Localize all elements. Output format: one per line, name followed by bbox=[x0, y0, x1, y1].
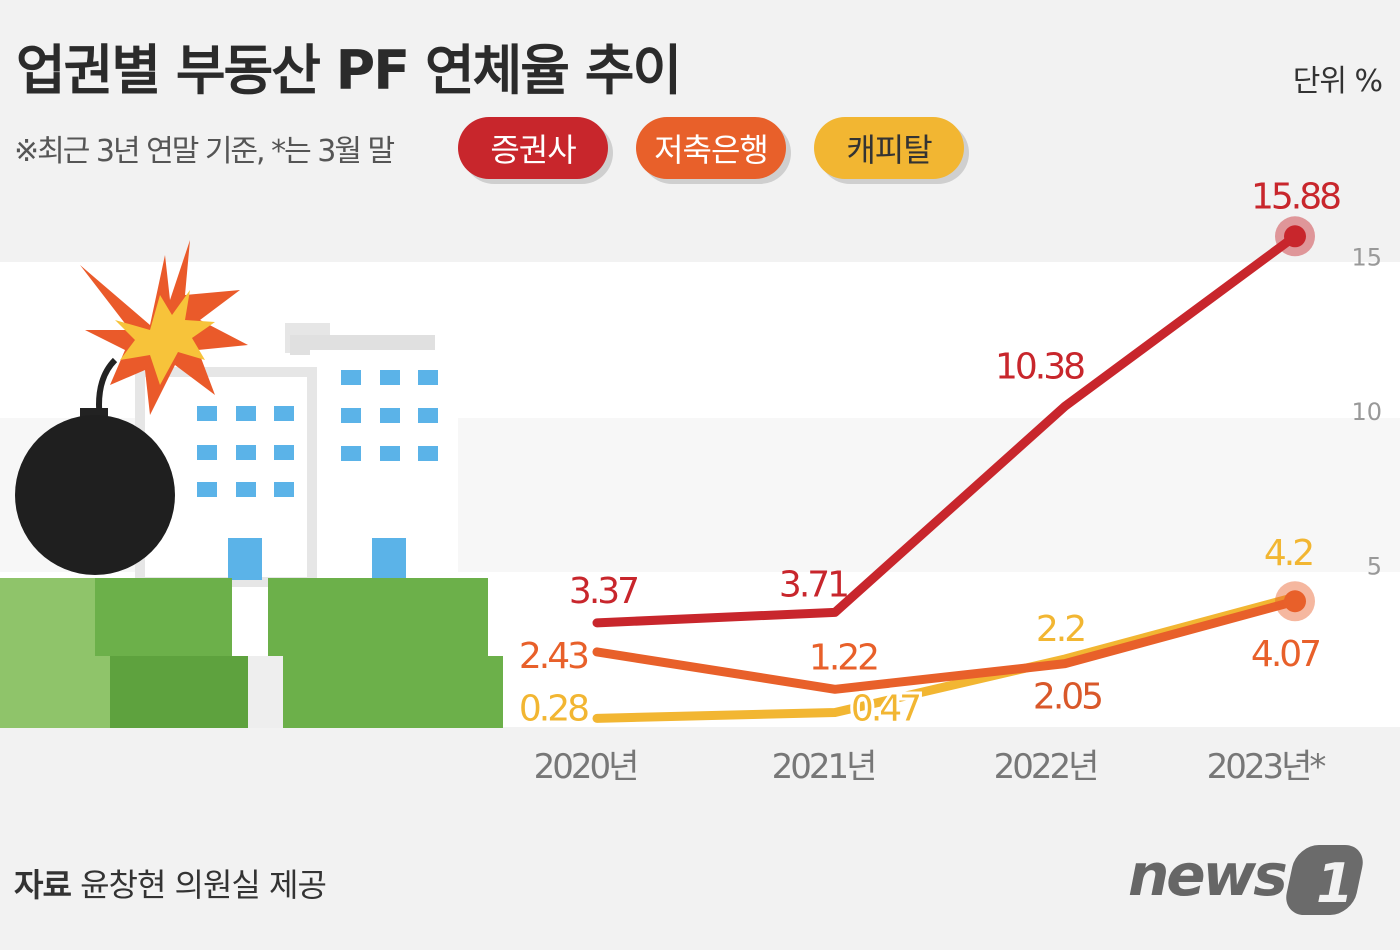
data-point bbox=[1294, 600, 1296, 603]
news1-logo: news 1 bbox=[1128, 841, 1363, 915]
data-label: 0.28 bbox=[519, 688, 588, 729]
x-tick-label: 2021년 bbox=[772, 747, 875, 787]
data-label: 3.37 bbox=[569, 571, 637, 612]
illustration bbox=[0, 240, 503, 728]
y-tick-label: 10 bbox=[1351, 398, 1382, 426]
x-tick-label: 2023년* bbox=[1207, 747, 1326, 787]
svg-text:1: 1 bbox=[1316, 852, 1354, 915]
data-label: 15.88 bbox=[1251, 176, 1340, 217]
data-label: 2.2 bbox=[1036, 609, 1084, 650]
data-label: 4.07 bbox=[1251, 634, 1319, 675]
chart-title: 업권별 부동산 PF 연체율 추이 bbox=[16, 39, 682, 102]
data-point bbox=[834, 711, 836, 714]
source-label: 자료 bbox=[14, 866, 72, 904]
data-label: 2.05 bbox=[1033, 677, 1101, 718]
data-label: 3.71 bbox=[779, 564, 847, 605]
unit-label: 단위 % bbox=[1292, 64, 1383, 99]
data-label: 4.2 bbox=[1264, 533, 1312, 574]
data-label: 10.38 bbox=[995, 346, 1084, 387]
data-label: 1.22 bbox=[809, 637, 877, 678]
series-line-1 bbox=[592, 596, 1300, 694]
svg-text:news: news bbox=[1128, 841, 1286, 909]
series-lines bbox=[592, 216, 1315, 723]
data-point bbox=[1294, 235, 1296, 238]
x-tick-label: 2020년 bbox=[534, 747, 637, 787]
data-point bbox=[596, 621, 598, 624]
data-point bbox=[1064, 405, 1066, 408]
axes: 5 10 15 2020년 2021년 2022년 2023년* bbox=[534, 244, 1382, 788]
legend-securities: 증권사 bbox=[458, 117, 608, 179]
money-stacks bbox=[0, 578, 503, 728]
series-line-0 bbox=[592, 231, 1300, 628]
data-label: 0.47 bbox=[851, 688, 919, 729]
legend-capital: 캐피탈 bbox=[814, 117, 964, 179]
source-text: 윤창현 의원실 제공 bbox=[80, 866, 327, 904]
y-tick-label: 15 bbox=[1351, 244, 1382, 272]
chart-note: ※최근 3년 연말 기준, *는 3월 말 bbox=[14, 134, 395, 169]
legend-savings-bank: 저축은행 bbox=[636, 117, 786, 179]
data-point bbox=[1064, 662, 1066, 665]
source-credit: 자료 윤창현 의원실 제공 bbox=[14, 860, 327, 906]
data-point bbox=[596, 717, 598, 720]
data-point bbox=[834, 611, 836, 614]
data-point bbox=[834, 688, 836, 691]
data-point bbox=[596, 650, 598, 653]
data-labels: 0.28 0.47 2.2 4.2 2.43 1.22 2.05 4.07 3.37 3.71 10… bbox=[519, 176, 1343, 732]
y-tick-label: 5 bbox=[1367, 553, 1382, 581]
bomb-icon bbox=[15, 415, 175, 575]
data-label: 2.43 bbox=[519, 636, 588, 677]
building-windows bbox=[197, 370, 438, 580]
x-tick-label: 2022년 bbox=[994, 747, 1097, 787]
